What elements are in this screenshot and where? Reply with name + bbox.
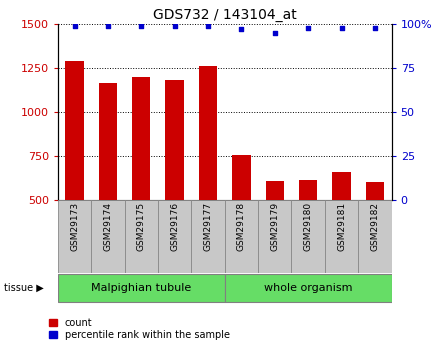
Text: GSM29177: GSM29177 [203,202,213,252]
Text: GSM29180: GSM29180 [303,202,313,252]
Text: whole organism: whole organism [264,283,352,293]
Bar [325,200,358,273]
Point [71,23,78,29]
Point [372,25,379,30]
Text: GSM29178: GSM29178 [237,202,246,252]
Bar [266,181,284,200]
Bar [366,181,384,200]
Text: GSM29176: GSM29176 [170,202,179,252]
Bar [65,61,84,200]
Point [338,25,345,30]
Bar [232,155,251,200]
Text: GSM29174: GSM29174 [103,202,113,251]
Bar [291,200,325,273]
Bar [332,172,351,200]
Bar [258,200,291,273]
Text: GSM29182: GSM29182 [370,202,380,251]
Bar [91,200,125,273]
Bar [58,274,225,302]
Bar [158,200,191,273]
Legend: count, percentile rank within the sample: count, percentile rank within the sample [49,318,230,340]
Point [305,25,312,30]
Text: GSM29173: GSM29173 [70,202,79,252]
Bar [299,180,317,200]
Text: GSM29175: GSM29175 [137,202,146,252]
Point [105,23,112,29]
Point [271,30,279,36]
Bar [166,80,184,200]
Bar [191,200,225,273]
Bar [225,200,258,273]
Bar [358,200,392,273]
Point [171,23,178,29]
Text: Malpighian tubule: Malpighian tubule [91,283,191,293]
Bar [199,66,217,200]
Point [138,23,145,29]
Bar [225,274,392,302]
Title: GDS732 / 143104_at: GDS732 / 143104_at [153,8,297,22]
Text: GSM29181: GSM29181 [337,202,346,252]
Text: GSM29179: GSM29179 [270,202,279,252]
Bar [99,83,117,200]
Bar [125,200,158,273]
Point [238,27,245,32]
Bar [132,77,150,200]
Text: tissue ▶: tissue ▶ [4,283,44,293]
Bar [58,200,91,273]
Point [205,23,212,29]
